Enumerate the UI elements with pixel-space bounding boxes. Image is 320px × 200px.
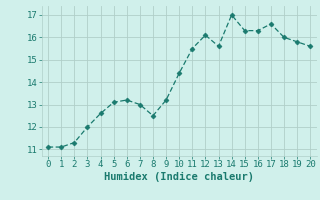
X-axis label: Humidex (Indice chaleur): Humidex (Indice chaleur)	[104, 172, 254, 182]
